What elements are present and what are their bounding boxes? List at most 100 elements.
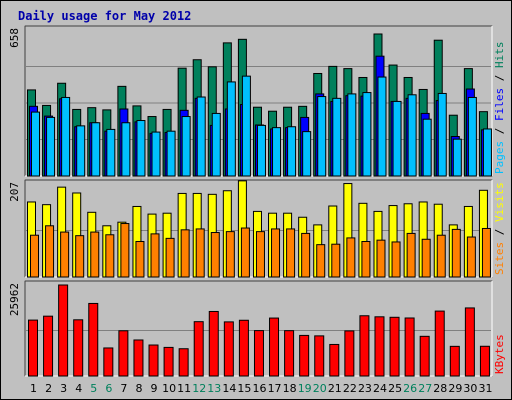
x-tick-label: 15 — [237, 382, 251, 395]
x-tick-label: 1 — [30, 382, 37, 395]
kbytes-bar — [103, 347, 114, 377]
chart-title: Daily usage for May 2012 — [18, 9, 191, 23]
x-axis-labels: 1 2 3 4 5 6 7 8 9 10 11 12 13 14 15 16 17 18 19 20 21 22 23 24 2… — [30, 382, 492, 395]
x-tick-label: 14 — [222, 382, 236, 395]
x-tick-label: 13 — [207, 382, 221, 395]
sites-bar — [225, 231, 235, 278]
legend-separator: / — [493, 222, 506, 242]
pages-bar — [437, 92, 447, 177]
sites-bar — [240, 227, 250, 278]
x-tick-label: 16 — [253, 382, 267, 395]
pages-bar — [31, 111, 40, 177]
legend-separator: / — [493, 68, 506, 88]
x-tick-label: 8 — [135, 382, 142, 395]
sites-bar — [316, 244, 326, 278]
x-tick-label: 25 — [388, 382, 402, 395]
kbytes-bar — [178, 348, 189, 377]
kbytes-bar — [374, 316, 385, 377]
x-tick-label: 4 — [75, 382, 82, 395]
sites-bar — [90, 231, 100, 278]
legend-files: Files — [493, 88, 506, 121]
x-tick-label: 19 — [298, 382, 312, 395]
pages-bar — [136, 120, 146, 177]
sites-bar — [150, 233, 160, 278]
x-tick-label: 29 — [448, 382, 462, 395]
kbytes-bar — [148, 344, 159, 377]
pages-bar — [166, 130, 176, 177]
sites-bar — [481, 227, 491, 278]
pages-bar — [76, 125, 86, 177]
pages-bar — [347, 93, 357, 177]
sites-bar — [421, 238, 431, 278]
pages-bar — [241, 75, 251, 177]
kbytes-bar — [464, 307, 475, 377]
kbytes-bar — [479, 345, 490, 377]
kbytes-bar — [133, 339, 144, 377]
kbytes-bar — [88, 302, 99, 377]
legend-pages: Pages — [493, 141, 506, 174]
sites-bar — [60, 231, 70, 278]
pages-bar — [317, 96, 327, 177]
kbytes-bar — [253, 330, 264, 377]
pages-bar — [121, 122, 131, 177]
pages-bar — [181, 116, 191, 177]
x-tick-label: 7 — [120, 382, 127, 395]
pages-bar — [467, 96, 477, 177]
pages-bar — [482, 128, 492, 177]
x-tick-label: 3 — [60, 382, 67, 395]
pages-bar — [226, 81, 236, 177]
legend-hits: Hits — [493, 42, 506, 69]
kbytes-bar — [284, 330, 295, 377]
pages-bar — [61, 96, 71, 177]
kbytes-bar — [419, 335, 430, 377]
pages-bar — [362, 92, 372, 177]
sites-bar — [180, 229, 190, 278]
sites-bar — [301, 232, 311, 278]
x-tick-label: 28 — [433, 382, 447, 395]
pages-bar — [46, 116, 56, 177]
sites-bar — [120, 223, 130, 278]
chart-panel-visits-sites: 207 Sites / Visits — [8, 179, 506, 278]
kbytes-bar — [404, 317, 415, 377]
kbytes-bar — [329, 343, 340, 377]
kbytes-bar — [299, 334, 310, 377]
kbytes-bar — [58, 284, 69, 377]
x-tick-label: 24 — [373, 382, 387, 395]
kbytes-bar — [269, 317, 280, 377]
sites-bar — [255, 231, 265, 278]
x-tick-label: 20 — [313, 382, 327, 395]
sites-bar — [271, 228, 281, 278]
x-tick-label: 27 — [418, 382, 432, 395]
x-tick-label: 30 — [463, 382, 477, 395]
x-tick-label: 26 — [403, 382, 417, 395]
legend-sites: Sites — [493, 242, 506, 275]
x-tick-label: 18 — [283, 382, 297, 395]
kbytes-bar — [223, 321, 234, 377]
y-max-label: 207 — [8, 182, 21, 202]
x-tick-label: 5 — [90, 382, 97, 395]
pages-bar — [91, 122, 101, 177]
kbytes-bar — [28, 319, 38, 377]
x-tick-label: 12 — [192, 382, 206, 395]
kbytes-bar — [359, 315, 370, 377]
sites-bar — [406, 232, 416, 278]
x-tick-label: 11 — [177, 382, 191, 395]
kbytes-bar — [434, 310, 445, 377]
legend-separator: / — [493, 121, 506, 141]
kbytes-bar — [238, 319, 249, 377]
pages-bar — [407, 94, 417, 177]
sites-bar — [361, 241, 371, 278]
x-tick-label: 9 — [151, 382, 158, 395]
pages-bar — [332, 97, 342, 177]
pages-bar — [106, 128, 116, 177]
kbytes-bar — [449, 345, 460, 377]
sites-bar — [376, 239, 386, 278]
sites-bar — [210, 232, 220, 278]
sites-bar — [466, 236, 476, 278]
x-tick-label: 23 — [358, 382, 372, 395]
sites-bar — [75, 235, 85, 278]
legend-kbytes: KBytes — [493, 334, 506, 374]
x-tick-label: 2 — [45, 382, 52, 395]
pages-bar — [422, 118, 432, 177]
